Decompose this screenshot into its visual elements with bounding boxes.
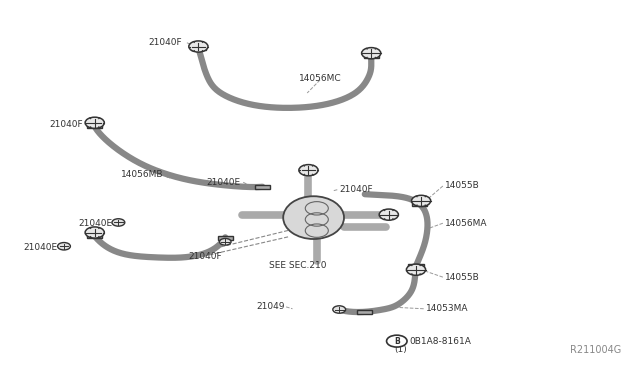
Bar [87,125,102,128]
Text: 21040F: 21040F [49,120,83,129]
Circle shape [412,195,431,206]
Circle shape [299,164,318,176]
Bar [364,54,379,58]
Text: 14053MA: 14053MA [426,304,468,313]
Circle shape [85,227,104,238]
Text: 14055B: 14055B [445,182,479,190]
Bar [191,46,206,50]
Text: 14055B: 14055B [445,273,479,282]
Circle shape [379,209,398,220]
Circle shape [58,243,70,250]
Bar [408,264,424,268]
Text: 21049: 21049 [256,302,285,311]
Ellipse shape [284,196,344,239]
Text: 14056MB: 14056MB [121,170,163,179]
Text: 21040E: 21040E [78,219,112,228]
Text: 21040E: 21040E [24,243,58,252]
Text: 14056MC: 14056MC [299,74,341,83]
Text: SEE SEC.210: SEE SEC.210 [269,262,326,270]
Text: 0B1A8-8161A: 0B1A8-8161A [410,337,472,346]
Text: 21040F: 21040F [339,185,373,194]
Circle shape [112,219,125,226]
Bar [87,234,102,238]
Text: R211004G: R211004G [570,345,621,355]
Bar [255,185,270,189]
Circle shape [189,41,208,52]
Text: 21040F: 21040F [148,38,182,47]
Text: 21040F: 21040F [189,252,223,261]
Text: (1): (1) [394,345,407,354]
Bar [412,202,427,206]
Circle shape [362,48,381,59]
Text: 21040E: 21040E [206,178,240,187]
Circle shape [406,264,426,275]
Circle shape [85,117,104,128]
Bar [357,310,372,314]
Bar [218,236,233,240]
Circle shape [387,335,407,347]
Text: 14056MA: 14056MA [445,219,487,228]
Circle shape [220,238,231,245]
Circle shape [333,306,346,313]
Text: B: B [394,337,399,346]
